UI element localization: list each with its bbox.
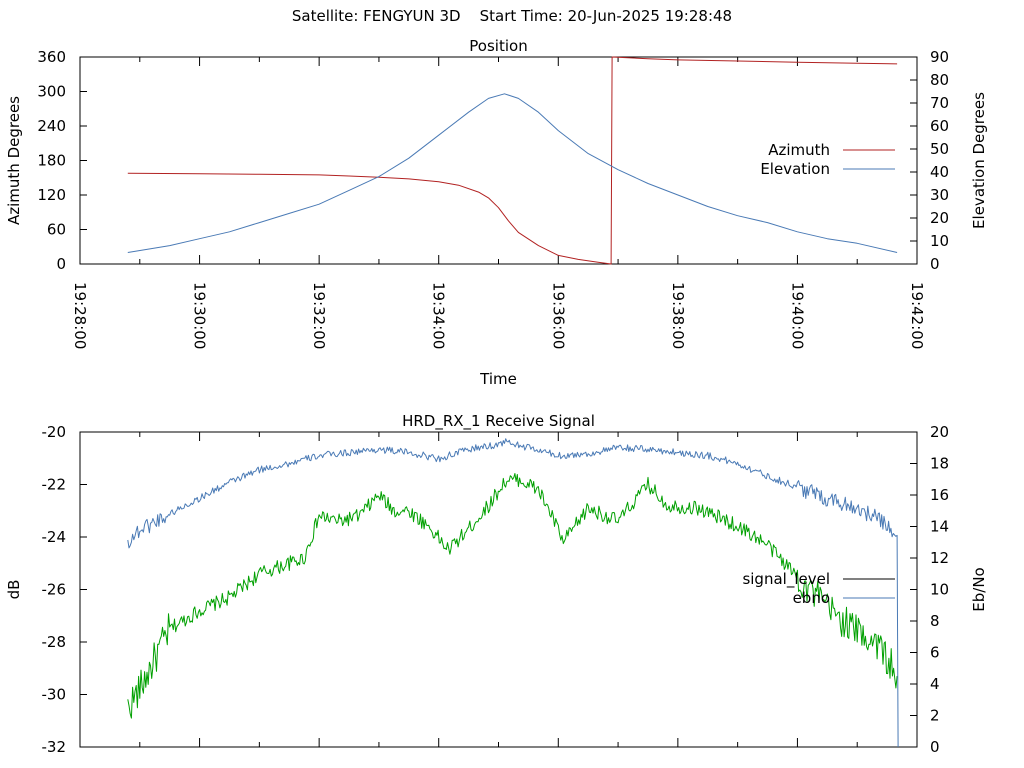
y2-tick-label: 80 bbox=[930, 71, 949, 89]
y2-tick-label: 30 bbox=[930, 186, 949, 204]
x-tick-label: 19:34:00 bbox=[430, 282, 448, 349]
series-line-trace-2 bbox=[127, 438, 899, 748]
y2-tick-label: 12 bbox=[930, 549, 949, 567]
y-tick-label: -24 bbox=[42, 528, 67, 546]
y2-tick-label: 0 bbox=[930, 738, 940, 756]
series-line-trace-1 bbox=[127, 473, 898, 719]
x-tick-label: 19:40:00 bbox=[788, 282, 806, 349]
y2-tick-label: 4 bbox=[930, 675, 940, 693]
legend-label: Azimuth bbox=[768, 141, 830, 159]
x-tick-label: 19:38:00 bbox=[669, 282, 687, 349]
y2-tick-label: 2 bbox=[930, 707, 940, 725]
chart-title: Position bbox=[469, 37, 527, 55]
y-tick-label: 300 bbox=[37, 83, 66, 101]
y-tick-label: -30 bbox=[42, 686, 67, 704]
y-tick-label: 360 bbox=[37, 48, 66, 66]
series-line-Elevation bbox=[127, 93, 898, 253]
y2-tick-label: 70 bbox=[930, 94, 949, 112]
y-axis-label: dB bbox=[5, 580, 23, 600]
x-tick-label: 19:32:00 bbox=[310, 282, 328, 349]
start-time-label: Start Time: 20-Jun-2025 19:28:48 bbox=[479, 7, 733, 25]
series-line-Azimuth bbox=[127, 56, 898, 265]
y-tick-label: 0 bbox=[56, 255, 66, 273]
y2-axis-label: Elevation Degrees bbox=[970, 92, 988, 229]
y2-tick-label: 50 bbox=[930, 140, 949, 158]
y-tick-label: 60 bbox=[47, 221, 66, 239]
y2-tick-label: 20 bbox=[930, 209, 949, 227]
legend-label: signal_level bbox=[742, 570, 830, 589]
x-tick-label: 19:30:00 bbox=[191, 282, 209, 349]
satellite-label: Satellite: FENGYUN 3D bbox=[291, 7, 461, 25]
x-axis-label: Time bbox=[479, 370, 517, 388]
y-axis-label: Azimuth Degrees bbox=[5, 96, 23, 225]
y-tick-label: -20 bbox=[42, 423, 67, 441]
y2-tick-label: 6 bbox=[930, 644, 940, 662]
y-tick-label: -32 bbox=[42, 738, 67, 756]
x-tick-label: 19:36:00 bbox=[549, 282, 567, 349]
y2-tick-label: 40 bbox=[930, 163, 949, 181]
x-tick-label: 19:42:00 bbox=[908, 282, 926, 349]
y2-tick-label: 0 bbox=[930, 255, 940, 273]
y2-tick-label: 60 bbox=[930, 117, 949, 135]
y-tick-label: -26 bbox=[42, 581, 67, 599]
y-tick-label: 180 bbox=[37, 152, 66, 170]
chart-2: HRD_RX_1 Receive Signal -32 -30 -28 -26 -24 -2… bbox=[5, 412, 988, 756]
legend-label: Elevation bbox=[760, 160, 830, 178]
y-tick-label: -28 bbox=[42, 633, 67, 651]
y2-tick-label: 20 bbox=[930, 423, 949, 441]
y-tick-label: 120 bbox=[37, 186, 66, 204]
x-tick-label: 19:28:00 bbox=[71, 282, 89, 349]
chart-header: Satellite: FENGYUN 3D Start Time: 20-Jun… bbox=[0, 7, 1024, 25]
y2-tick-label: 14 bbox=[930, 518, 949, 536]
y2-axis-label: Eb/No bbox=[970, 567, 988, 611]
legend-label: ebno bbox=[793, 589, 830, 607]
y2-tick-label: 10 bbox=[930, 581, 949, 599]
y2-tick-label: 90 bbox=[930, 48, 949, 66]
y2-tick-label: 10 bbox=[930, 232, 949, 250]
y2-tick-label: 18 bbox=[930, 455, 949, 473]
y-tick-label: -22 bbox=[42, 476, 67, 494]
plot-frame bbox=[79, 431, 918, 748]
y2-tick-label: 16 bbox=[930, 486, 949, 504]
chart-title: HRD_RX_1 Receive Signal bbox=[402, 412, 595, 431]
y2-tick-label: 8 bbox=[930, 612, 940, 630]
y-tick-label: 240 bbox=[37, 117, 66, 135]
chart-1: Position 0 60 120 180 240 300 360 0 10 20 30 40 50 60 7… bbox=[5, 37, 988, 388]
